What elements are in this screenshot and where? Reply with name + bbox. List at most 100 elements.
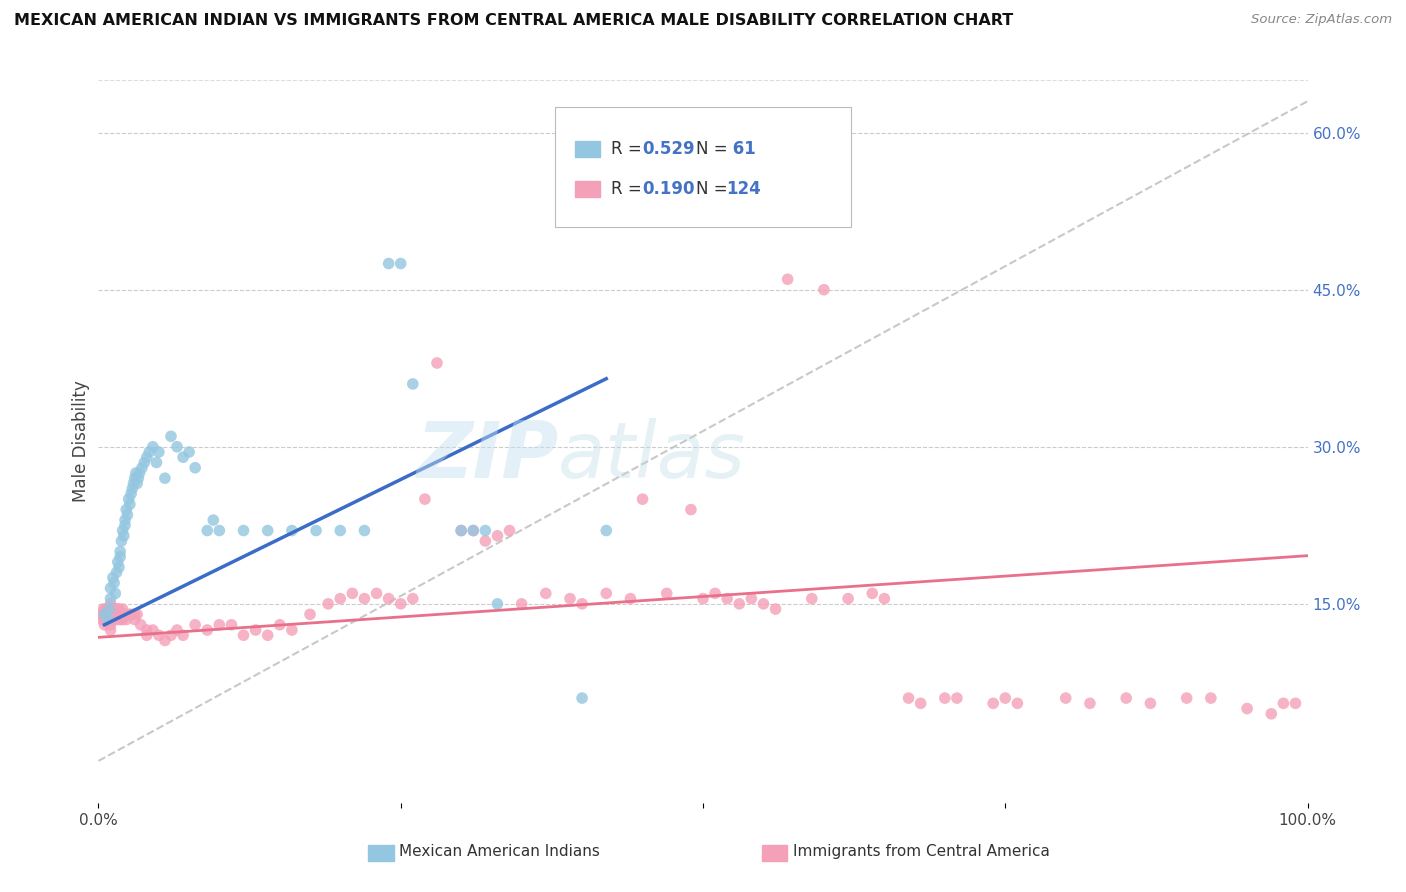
Point [101,602,124,616]
Point [413,492,436,507]
Point [366,586,388,600]
Point [111,524,134,538]
Point [402,376,425,391]
Point [353,524,375,538]
Point [232,524,254,538]
Text: Immigrants from Central America: Immigrants from Central America [793,845,1050,859]
Point [108,549,131,564]
Point [946,691,969,706]
Text: ZIP: ZIP [416,418,558,494]
Text: 0.529: 0.529 [643,140,695,158]
Point [316,597,339,611]
Point [329,524,352,538]
Point [166,440,188,454]
Point [101,571,124,585]
Point [619,591,641,606]
Text: 124: 124 [727,180,762,198]
Point [776,272,799,286]
Point [91,602,114,616]
Point [299,607,322,622]
Point [125,466,148,480]
Point [96,607,118,622]
Point [195,524,218,538]
Point [1236,701,1258,715]
Point [142,623,165,637]
Point [716,591,738,606]
Text: atlas: atlas [558,418,745,494]
Point [111,602,134,616]
Point [1078,696,1101,710]
Point [221,617,243,632]
Point [740,591,762,606]
Point [90,607,112,622]
Point [195,623,218,637]
Point [184,617,207,632]
Point [631,492,654,507]
Point [281,623,304,637]
Point [127,607,149,622]
Point [108,607,131,622]
Point [342,586,364,600]
Point [571,691,593,706]
Point [1284,696,1306,710]
Point [108,613,131,627]
Point [94,613,117,627]
Point [96,602,118,616]
Point [96,613,118,627]
Point [558,591,581,606]
Text: R =: R = [612,180,647,198]
Point [107,607,129,622]
Point [655,586,678,600]
Point [353,591,375,606]
Point [98,602,121,616]
Point [1007,696,1029,710]
Point [160,429,183,443]
Point [571,597,593,611]
Point [97,613,120,627]
Point [728,597,751,611]
Point [93,607,115,622]
Point [534,586,557,600]
Point [93,617,115,632]
Text: N =: N = [696,180,733,198]
Point [110,534,132,549]
Point [101,607,124,622]
Point [994,691,1017,706]
Point [91,613,114,627]
Point [103,602,125,616]
Point [104,602,127,616]
Point [118,492,141,507]
Point [208,524,231,538]
Point [124,613,146,627]
Point [486,529,509,543]
Point [114,607,136,622]
Point [135,450,157,465]
Point [97,613,120,627]
Point [112,607,135,622]
Point [256,524,278,538]
Point [114,518,136,533]
Point [104,586,127,600]
Point [100,607,122,622]
Point [135,623,157,637]
Point [145,455,167,469]
Point [107,555,129,569]
Point [910,696,932,710]
Point [101,613,124,627]
Point [752,597,775,611]
Point [100,597,122,611]
Point [172,450,194,465]
Point [269,617,291,632]
Point [184,460,207,475]
Point [124,471,146,485]
Point [1272,696,1295,710]
Point [129,617,152,632]
Point [98,602,121,616]
Point [108,560,131,574]
Point [111,613,134,627]
Point [498,524,520,538]
Point [114,513,136,527]
Point [97,602,120,616]
Point [103,575,125,590]
Point [873,591,896,606]
